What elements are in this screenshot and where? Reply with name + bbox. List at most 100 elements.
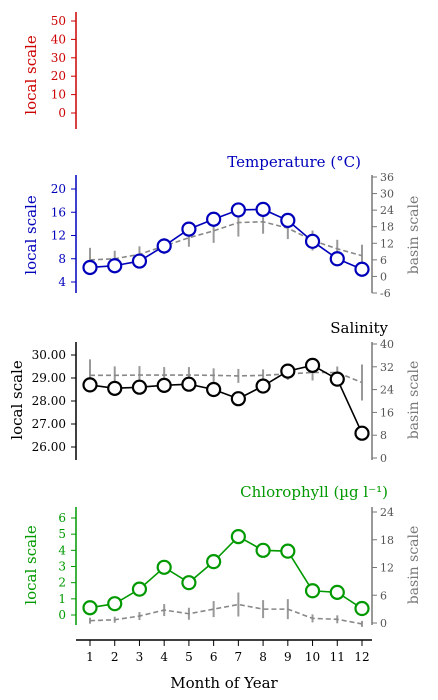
chlorophyll-right-ticks: 0 6 12 18 24 [372, 506, 394, 630]
right-tick-label: 18 [380, 221, 394, 234]
local-series-point [131, 379, 148, 395]
left-tick-label: 27.00 [32, 417, 66, 431]
local-series-point [280, 363, 296, 379]
basin-series-line [90, 371, 363, 384]
local-series-point [329, 371, 345, 387]
salinity-local-series [82, 357, 370, 441]
local-series-point [230, 202, 246, 218]
local-series-point [304, 583, 321, 599]
x-tick-label: 3 [136, 650, 144, 664]
right-tick-label: 6 [380, 254, 387, 267]
x-tick-label: 4 [160, 650, 168, 664]
right-tick-label: 18 [380, 534, 394, 547]
local-series-point [354, 425, 370, 441]
left-tick-label: 8 [58, 252, 66, 266]
local-series-point [131, 581, 148, 597]
temperature-local-series [82, 201, 370, 277]
basin-series-line [89, 603, 363, 625]
left-tick-label: 2 [58, 576, 66, 590]
local-series-point [107, 258, 123, 274]
local-series-line [89, 208, 363, 270]
local-series-point [329, 584, 345, 600]
right-tick-label: 24 [380, 204, 394, 217]
salinity-ylabel-right: basin scale [406, 361, 422, 440]
x-tick-label: 5 [185, 650, 193, 664]
panel-salinity: Salinity 26.00 27.00 28.00 29.00 30.00 0 8 16 2… [8, 319, 422, 465]
temperature-ylabel-left: local scale [22, 195, 40, 275]
local-series-point [181, 221, 197, 237]
chlorophyll-left-ticks: 0 1 2 3 4 5 6 [58, 511, 76, 622]
left-tick-label: 4 [58, 275, 66, 289]
local-series-point [82, 377, 98, 393]
local-series-point [329, 251, 345, 267]
left-tick-label: 12 [51, 229, 66, 243]
local-series-point [181, 575, 197, 591]
x-axis-ticks: 1 2 3 4 5 6 7 8 9 10 11 12 [86, 640, 370, 664]
local-series-point [280, 212, 296, 228]
right-tick-label: 12 [380, 562, 394, 575]
left-tick-label: 0 [58, 608, 66, 622]
chlorophyll-ylabel-left: local scale [22, 525, 40, 605]
right-tick-label: -6 [380, 287, 391, 300]
local-series-point [230, 528, 246, 545]
chlorophyll-ylabel-right: basin scale [406, 526, 422, 605]
salinity-left-ticks: 26.00 27.00 28.00 29.00 30.00 [32, 348, 76, 454]
left-tick-label: 6 [58, 511, 66, 525]
salinity-ylabel-left: local scale [8, 360, 26, 440]
salinity-right-ticks: 0 8 16 24 32 40 [372, 338, 394, 465]
left-tick-label: 50 [51, 14, 66, 28]
x-tick-label: 1 [86, 650, 94, 664]
local-series-point [107, 380, 123, 396]
left-tick-label: 10 [51, 88, 66, 102]
local-series-point [156, 559, 172, 575]
left-tick-label: 30.00 [32, 348, 66, 362]
local-series-point [107, 596, 123, 612]
right-tick-label: 6 [380, 589, 387, 602]
x-tick-label: 2 [111, 650, 119, 664]
right-tick-label: 24 [380, 384, 394, 397]
right-tick-label: 16 [380, 406, 394, 419]
left-tick-label: 0 [58, 106, 66, 120]
left-tick-label: 5 [58, 527, 66, 541]
left-tick-label: 1 [58, 592, 66, 606]
left-tick-label: 30 [51, 51, 66, 65]
local-series-line [89, 535, 363, 610]
local-series-point [304, 357, 321, 373]
local-series-point [206, 211, 222, 227]
right-tick-label: 0 [380, 617, 387, 630]
local-series-point [255, 201, 271, 217]
left-tick-label: 20 [51, 182, 66, 196]
panel-top: 0 10 20 30 40 50 local scale [22, 12, 77, 129]
right-tick-label: 0 [380, 452, 387, 465]
local-series-point [255, 542, 271, 558]
x-axis-label: Month of Year [170, 674, 278, 692]
left-tick-label: 16 [51, 205, 66, 219]
local-series-point [82, 259, 98, 276]
right-tick-label: 40 [380, 338, 394, 351]
x-tick-label: 6 [210, 650, 218, 664]
local-series-point [82, 600, 98, 616]
chlorophyll-local-series [82, 528, 370, 617]
salinity-title: Salinity [330, 319, 388, 337]
temperature-ylabel-right: basin scale [406, 196, 422, 275]
x-tick-label: 8 [259, 650, 267, 664]
left-tick-label: 20 [51, 69, 66, 83]
right-tick-label: 24 [380, 506, 394, 519]
temperature-left-ticks: 4 8 12 16 20 [51, 182, 76, 289]
left-tick-label: 28.00 [32, 394, 66, 408]
top-ylabel-left: local scale [22, 35, 40, 115]
chlorophyll-basin-series [89, 592, 363, 627]
panel-temperature: Temperature (°C) 4 8 12 16 20 -6 0 6 12 18 24 30 36… [22, 153, 422, 300]
local-series-point [304, 233, 321, 249]
local-series-point [156, 238, 172, 254]
local-series-point [230, 391, 246, 407]
right-tick-label: 0 [380, 270, 387, 283]
left-tick-label: 26.00 [32, 440, 66, 454]
right-tick-label: 12 [380, 237, 394, 250]
basin-series-line [89, 220, 363, 261]
chlorophyll-title: Chlorophyll (µg l⁻¹) [240, 483, 388, 501]
x-axis: 1 2 3 4 5 6 7 8 9 10 11 12 Month of Year [76, 639, 372, 692]
right-tick-label: 36 [380, 171, 394, 184]
